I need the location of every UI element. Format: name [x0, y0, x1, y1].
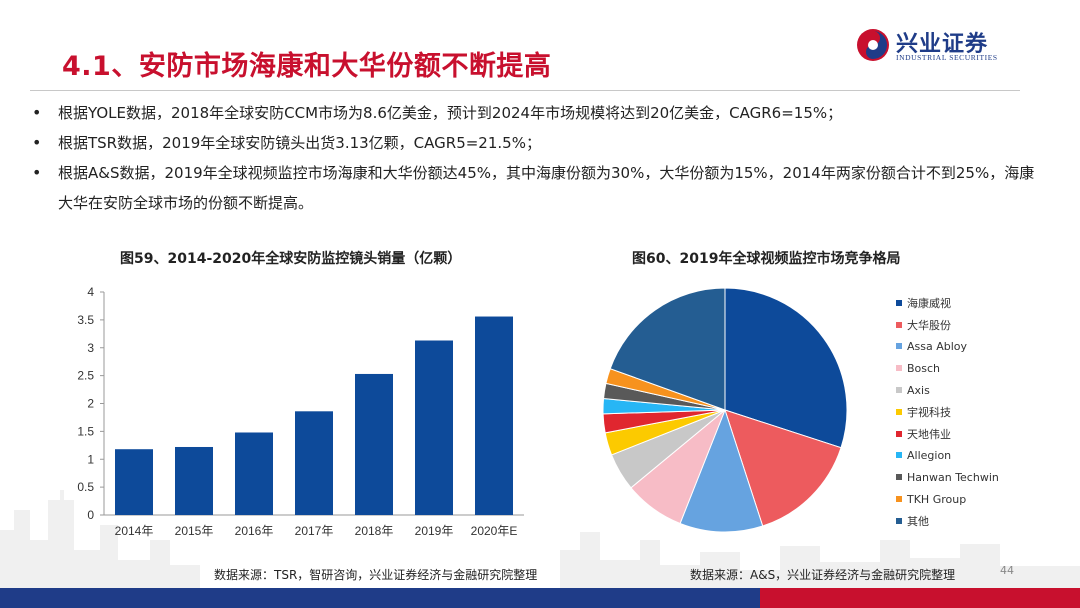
- bar: [415, 340, 453, 515]
- bar: [235, 432, 273, 515]
- x-tick-label: 2016年: [235, 524, 274, 538]
- legend-swatch: [896, 517, 902, 524]
- pie-legend: 海康威视大华股份 Assa Abloy Bosch Axis 宇视科技天地伟业 Alleg…: [896, 292, 999, 532]
- skyline-background: [0, 490, 1080, 590]
- y-tick-label: 0: [87, 508, 94, 522]
- x-tick-label: 2014年: [115, 524, 154, 538]
- legend-label: 其他: [907, 514, 929, 528]
- legend-label: Bosch: [907, 361, 941, 375]
- x-tick-label: 2018年: [355, 524, 394, 538]
- legend-item: 海康威视: [896, 292, 999, 314]
- y-tick-label: 0.5: [77, 480, 94, 494]
- y-tick-label: 3.5: [77, 313, 94, 327]
- legend-swatch: [896, 365, 902, 372]
- legend-label: Allegion: [907, 448, 952, 462]
- bar-chart: 0 0.5 1 1.5 2 2.5 3 3.5 4 2014年 2015年 2016年 2017年 201…: [77, 285, 524, 538]
- pie-chart: [602, 287, 848, 533]
- fig60-source: 数据来源：A&S，兴业证券经济与金融研究院整理: [690, 568, 956, 582]
- pie-slice: [724, 287, 848, 449]
- bar: [295, 411, 333, 515]
- legend-label: 海康威视: [907, 296, 951, 310]
- legend-swatch: [896, 430, 902, 437]
- x-tick-label: 2019年: [415, 524, 454, 538]
- legend-label: Axis: [907, 383, 930, 397]
- legend-item: TKH Group: [896, 488, 999, 510]
- legend-item: Bosch: [896, 357, 999, 379]
- bullet-list: 根据YOLE数据，2018年全球安防CCM市场为8.6亿美金，预计到2024年市…: [30, 98, 1040, 218]
- bullet-item: 根据TSR数据，2019年全球安防镜头出货3.13亿颗，CAGR5=21.5%；: [30, 128, 1040, 158]
- y-tick-label: 2: [87, 397, 94, 411]
- logo-name-cn: 兴业证券: [896, 31, 989, 57]
- legend-swatch: [896, 343, 902, 350]
- legend-label: 大华股份: [907, 318, 951, 332]
- legend-item: 大华股份: [896, 314, 999, 336]
- x-tick-label: 2015年: [175, 524, 214, 538]
- x-tick-label: 2017年: [295, 524, 334, 538]
- legend-swatch: [896, 452, 902, 459]
- legend-swatch: [896, 387, 902, 394]
- legend-item: 宇视科技: [896, 401, 999, 423]
- legend-swatch: [896, 321, 902, 328]
- company-logo: 兴业证券 INDUSTRIAL SECURITIES: [856, 26, 1026, 66]
- legend-item: 其他: [896, 510, 999, 532]
- y-tick-label: 3: [87, 341, 94, 355]
- legend-label: Hanwan Techwin: [907, 470, 999, 484]
- legend-label: 天地伟业: [907, 427, 951, 441]
- pie-slice: [609, 287, 726, 411]
- y-tick-label: 1.5: [77, 424, 94, 438]
- fig60-caption: 图60、2019年全球视频监控市场竞争格局: [632, 251, 901, 267]
- pie-slice: [724, 409, 842, 527]
- legend-swatch: [896, 496, 902, 503]
- legend-label: 宇视科技: [907, 405, 951, 419]
- legend-swatch: [896, 408, 902, 415]
- legend-item: Allegion: [896, 445, 999, 467]
- legend-label: TKH Group: [907, 492, 967, 506]
- y-tick-label: 4: [87, 285, 94, 299]
- bullet-item: 根据A&S数据，2019年全球视频监控市场海康和大华份额达45%，其中海康份额为…: [30, 158, 1040, 218]
- bar: [115, 449, 153, 515]
- footer-bar-blue: [0, 588, 760, 608]
- bullet-item: 根据YOLE数据，2018年全球安防CCM市场为8.6亿美金，预计到2024年市…: [30, 98, 1040, 128]
- legend-item: Hanwan Techwin: [896, 466, 999, 488]
- logo-mark-icon: [857, 29, 889, 61]
- bar: [175, 446, 213, 515]
- page-number: 44: [1000, 564, 1014, 577]
- fig59-source: 数据来源：TSR，智研咨询，兴业证券经济与金融研究院整理: [214, 568, 538, 582]
- y-tick-label: 2.5: [77, 369, 94, 383]
- legend-swatch: [896, 299, 902, 306]
- legend-item: 天地伟业: [896, 423, 999, 445]
- header-divider: [30, 90, 1020, 91]
- logo-name-en: INDUSTRIAL SECURITIES: [896, 53, 998, 62]
- legend-swatch: [896, 474, 902, 481]
- y-tick-label: 1: [87, 452, 94, 466]
- fig59-caption: 图59、2014-2020年全球安防监控镜头销量（亿颗）: [120, 251, 462, 267]
- legend-item: Axis: [896, 379, 999, 401]
- legend-item: Assa Abloy: [896, 336, 999, 358]
- footer-bar-red: [760, 588, 1080, 608]
- bar: [475, 316, 513, 515]
- bar: [355, 373, 393, 515]
- page-title: 4.1、安防市场海康和大华份额不断提高: [62, 51, 552, 82]
- legend-label: Assa Abloy: [907, 339, 968, 353]
- x-tick-label: 2020年E: [471, 524, 518, 538]
- pie-slice: [679, 408, 764, 533]
